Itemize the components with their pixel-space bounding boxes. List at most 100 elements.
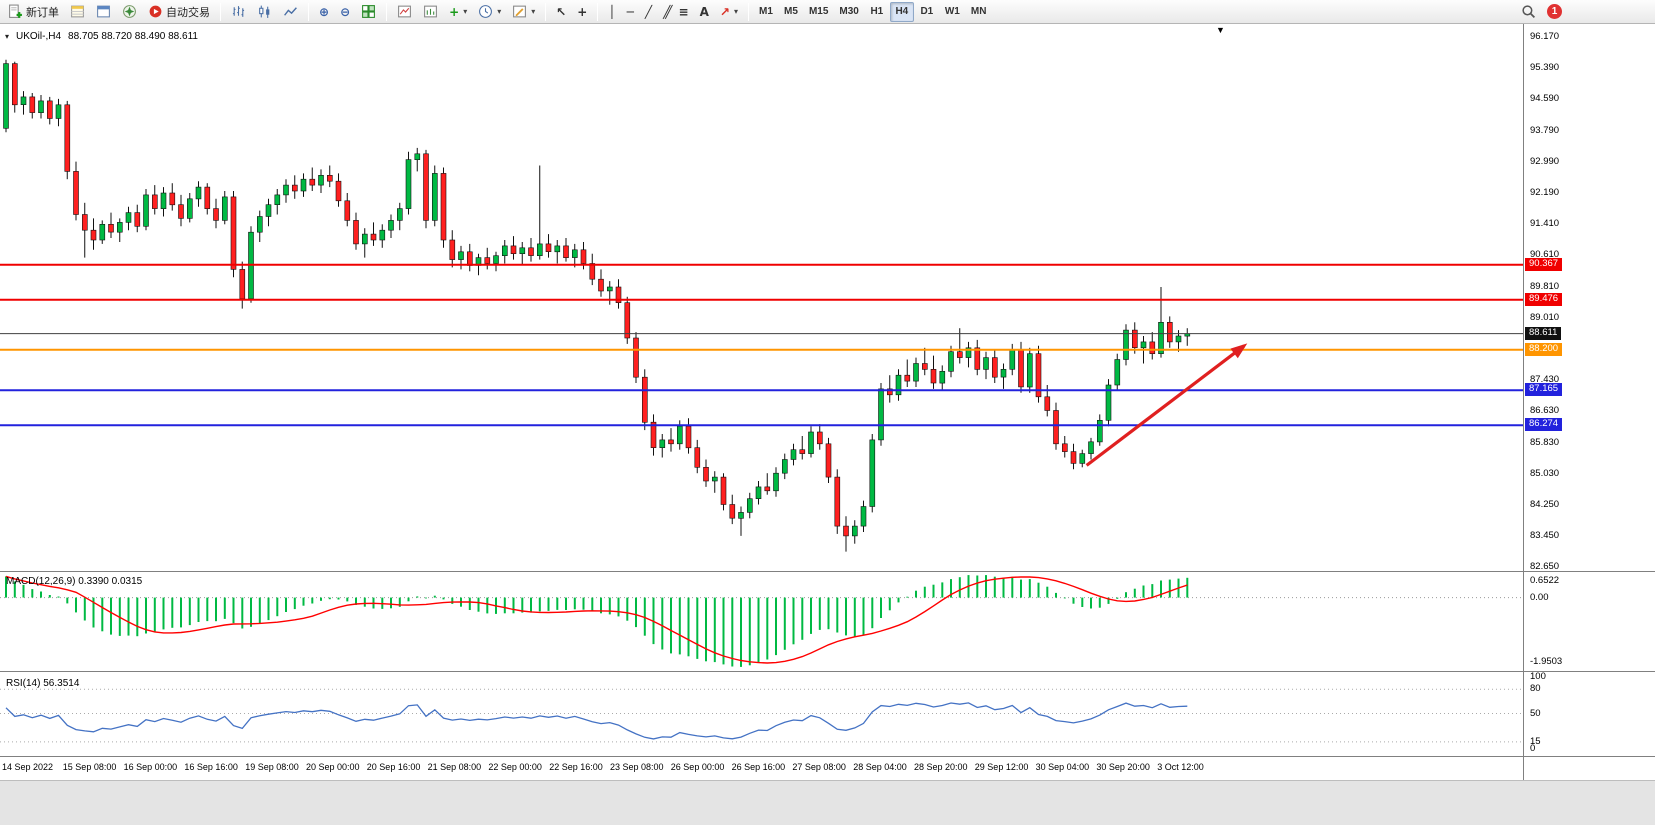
- new-order-label: 新订单: [26, 6, 59, 19]
- candlestick-chart-button[interactable]: [252, 1, 277, 22]
- add-indicator-icon: +: [449, 4, 460, 19]
- macd-scale-max: 0.6522: [1530, 575, 1560, 586]
- chart-shift-marker[interactable]: ▼: [1216, 25, 1225, 35]
- time-axis-label: 26 Sep 16:00: [732, 762, 786, 772]
- market-watch-button[interactable]: [65, 1, 90, 22]
- time-axis-label: 22 Sep 00:00: [488, 762, 542, 772]
- macd-scale-min: -1.9503: [1530, 656, 1563, 667]
- template-icon: [512, 4, 527, 19]
- zoom-out-button[interactable]: ⊖: [335, 1, 355, 22]
- timeframe-mn[interactable]: MN: [966, 2, 992, 22]
- objects-window-button[interactable]: [418, 1, 443, 22]
- channel-icon: ╱╱: [663, 4, 673, 19]
- text-tool-icon: A: [699, 4, 709, 19]
- price-tick: 95.390: [1530, 61, 1560, 73]
- timeframe-m5[interactable]: M5: [779, 2, 803, 22]
- channel-tool-button[interactable]: ╱╱: [658, 1, 673, 22]
- cursor-tool-button[interactable]: ↖: [551, 1, 571, 22]
- new-order-icon: [8, 4, 23, 19]
- price-tick: 91.410: [1530, 217, 1560, 229]
- price-tick: 90.610: [1530, 249, 1560, 261]
- tile-windows-button[interactable]: [356, 1, 381, 22]
- price-tick: 92.990: [1530, 156, 1560, 167]
- horizontal-line-icon: ─: [626, 4, 634, 19]
- status-strip: [0, 780, 1655, 825]
- rsi-scale-label: 50: [1530, 707, 1541, 719]
- panel-separator: [1524, 756, 1655, 757]
- dropdown-caret-icon: ▾: [497, 7, 502, 16]
- zoom-in-button[interactable]: ⊕: [314, 1, 334, 22]
- timeframe-h4[interactable]: H4: [889, 1, 914, 22]
- zoom-in-icon: ⊕: [319, 4, 330, 19]
- dropdown-caret-icon: ▾: [733, 7, 738, 16]
- macd-histogram: [5, 575, 1189, 667]
- price-line-box: 90.367: [1525, 257, 1563, 271]
- fibonacci-icon: ≡: [678, 4, 689, 19]
- fibonacci-tool-button[interactable]: ≡: [674, 1, 694, 22]
- dropdown-caret-icon: ▾: [463, 7, 468, 16]
- horizontal-line-tool-button[interactable]: ─: [622, 1, 639, 22]
- crosshair-icon: +: [577, 4, 588, 19]
- toolbar-separator: [220, 2, 221, 21]
- indicators-window-icon: [397, 4, 412, 19]
- trendline-tool-button[interactable]: ╱: [640, 1, 657, 22]
- price-line-box: 86.274: [1525, 418, 1563, 432]
- templates-button[interactable]: ▾: [507, 1, 540, 22]
- price-tick: 89.010: [1530, 311, 1560, 323]
- time-axis-label: 30 Sep 04:00: [1036, 762, 1090, 772]
- toolbar-separator: [597, 2, 599, 21]
- timeframe-m15[interactable]: M15: [804, 2, 833, 22]
- price-tick: 82.650: [1530, 561, 1560, 573]
- bar-chart-button[interactable]: [226, 1, 251, 22]
- indicators-window-button[interactable]: [392, 1, 417, 22]
- timeframe-w1[interactable]: W1: [940, 2, 965, 22]
- timeframe-d1[interactable]: D1: [915, 2, 939, 22]
- arrows-tool-button[interactable]: ↗ ▾: [715, 1, 743, 22]
- trend-arrow[interactable]: [1085, 344, 1246, 467]
- toolbar-separator: [545, 2, 547, 21]
- time-axis-label: 22 Sep 16:00: [549, 762, 603, 772]
- vertical-line-tool-button[interactable]: │: [603, 1, 620, 22]
- search-button[interactable]: [1516, 1, 1541, 22]
- timeframe-m1[interactable]: M1: [754, 2, 778, 22]
- tile-windows-icon: [361, 4, 376, 19]
- price-chart-svg[interactable]: 14 Sep 2022 15 Sep 08:00 16 Sep 00:00 16 Se…: [0, 24, 1523, 780]
- time-axis-label: 26 Sep 00:00: [671, 762, 725, 772]
- price-line-box: 89.476: [1525, 292, 1563, 306]
- price-tick: 83.450: [1530, 529, 1560, 541]
- text-tool-button[interactable]: A: [695, 1, 714, 22]
- price-scale[interactable]: 96.170 95.390 94.590 93.790 92.990 92.190 91.4…: [1523, 24, 1655, 780]
- price-tick: 93.790: [1530, 124, 1560, 136]
- data-window-button[interactable]: [91, 1, 116, 22]
- chart-ohlc-values: 88.705 88.720 88.490 88.611: [68, 31, 198, 42]
- time-axis-label: 16 Sep 16:00: [184, 762, 238, 772]
- navigator-button[interactable]: [117, 1, 142, 22]
- line-chart-button[interactable]: [278, 1, 303, 22]
- search-icon: [1521, 4, 1536, 19]
- time-axis-label: 19 Sep 08:00: [245, 762, 299, 772]
- notification-badge[interactable]: 1: [1547, 4, 1562, 19]
- clock-icon: [478, 4, 493, 19]
- crosshair-tool-button[interactable]: +: [572, 1, 592, 22]
- chart-title: ▾ UKOil-,H4 88.705 88.720 88.490 88.611: [5, 31, 198, 42]
- add-indicator-button[interactable]: + ▾: [444, 1, 472, 22]
- time-axis-label: 15 Sep 08:00: [63, 762, 117, 772]
- horizontal-lines-layer[interactable]: [0, 263, 1523, 427]
- autotrading-button[interactable]: 自动交易: [143, 1, 215, 22]
- rsi-label: RSI(14) 56.3514: [6, 678, 80, 689]
- periods-button[interactable]: ▾: [473, 1, 506, 22]
- candles-layer: [3, 59, 1191, 552]
- autotrading-icon: [148, 4, 163, 19]
- timeframe-h1[interactable]: H1: [865, 2, 889, 22]
- time-axis-label: 28 Sep 04:00: [853, 762, 907, 772]
- autotrading-label: 自动交易: [166, 6, 210, 19]
- trendline-icon: ╱: [644, 4, 653, 19]
- chart-menu-icon[interactable]: ▾: [5, 32, 10, 41]
- price-tick: 85.030: [1530, 467, 1560, 479]
- timeframe-m30[interactable]: M30: [834, 2, 863, 22]
- time-axis-label: 14 Sep 2022: [2, 762, 53, 772]
- chart-window: 14 Sep 2022 15 Sep 08:00 16 Sep 00:00 16 Se…: [0, 24, 1655, 780]
- macd-scale-zero: 0.00: [1530, 591, 1549, 603]
- toolbar-separator: [308, 2, 309, 21]
- new-order-button[interactable]: 新订单: [3, 1, 64, 22]
